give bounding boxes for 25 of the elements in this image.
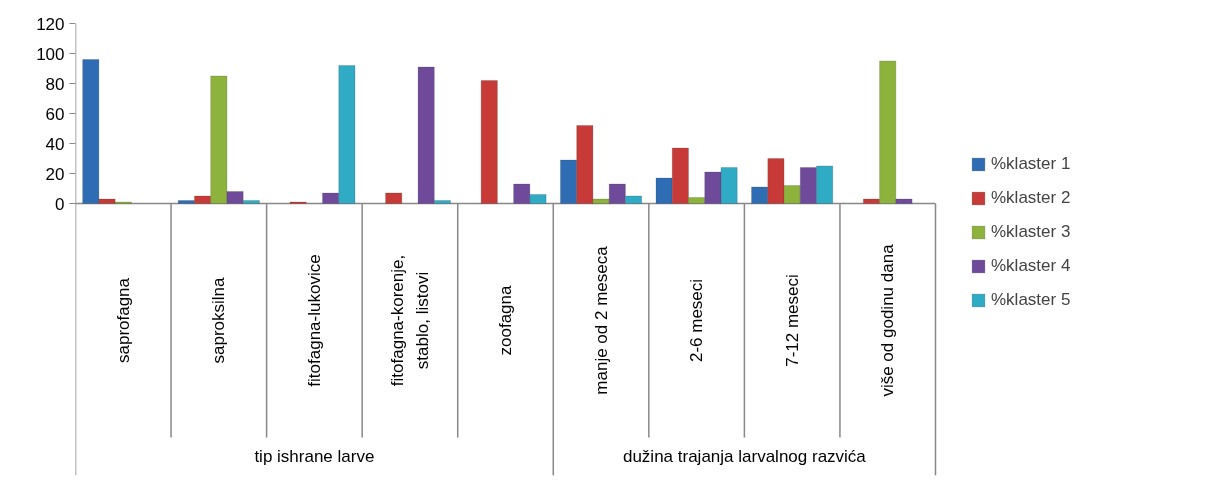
x-tick-label: manje od 2 meseca: [591, 245, 611, 395]
bar: [480, 80, 498, 204]
text: tip ishrane larve: [254, 447, 375, 466]
bar: [385, 192, 403, 204]
legend-label: %klaster 2: [991, 188, 1071, 208]
y-tick-label: 60: [45, 104, 65, 124]
legend-label: %klaster 5: [991, 290, 1071, 310]
legend-label: %klaster 1: [991, 154, 1071, 174]
x-tick-label: fitofagna-korenje, stablo, listovi: [388, 254, 432, 387]
x-tick-label: saproksilna: [209, 276, 229, 364]
legend-label: %klaster 4: [991, 256, 1071, 276]
y-tick-label: 120: [36, 14, 65, 34]
x-tick-label: fitofagna-lukovice: [304, 254, 324, 387]
y-tick-label: 80: [45, 74, 65, 94]
legend-label: %klaster 3: [991, 222, 1071, 242]
x-tick-label: 7-12 meseci: [782, 274, 802, 367]
text: dužina trajanja larvalnog razvića: [622, 447, 867, 466]
x-tick-label: saprofagna: [113, 277, 133, 364]
y-tick-label: 0: [55, 194, 65, 214]
y-tick-label: 40: [45, 134, 65, 154]
y-tick-label: 20: [45, 164, 65, 184]
x-tick-label: 2-6 meseci: [687, 278, 707, 363]
y-tick-label: 100: [36, 44, 65, 64]
x-tick-label: zoofagna: [496, 284, 515, 356]
x-tick-label: više od godinu dana: [878, 243, 898, 397]
